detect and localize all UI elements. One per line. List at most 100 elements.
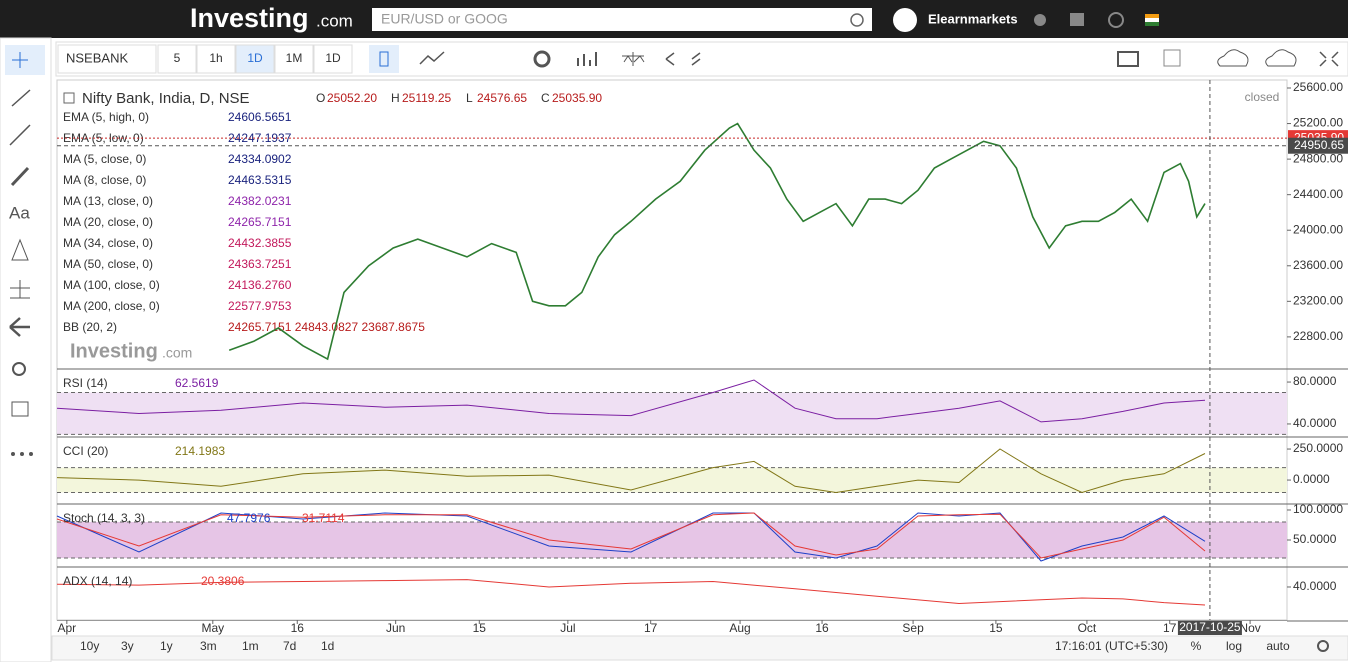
symbol-box[interactable] [57,44,157,74]
range-btn[interactable]: 1m [242,639,259,653]
user-name[interactable]: Elearnmarkets [928,11,1018,26]
undo-redo[interactable] [665,52,701,66]
indicator-name: MA (13, close, 0) [63,194,153,208]
snapshot-btn[interactable] [1117,51,1139,67]
line-style-btn[interactable] [419,51,445,65]
date-tag [1177,621,1242,635]
ruler-tool[interactable] [11,401,29,417]
series-line [56,579,1206,606]
indicator-name: MA (8, close, 0) [63,173,146,187]
series-line [228,122,1206,361]
measure-tool[interactable] [10,280,30,299]
time-axis [57,621,1287,635]
y-tick-label: 100.0000 [1293,502,1343,516]
search-box[interactable] [372,8,872,31]
range-btn[interactable]: 7d [283,639,296,653]
pane-value-2: 31.7114 [302,511,345,525]
bell-icon[interactable] [1034,14,1046,26]
logo: Investing [190,3,309,33]
ohlc-key: O [316,91,325,105]
indicator-name: BB (20, 2) [63,320,117,334]
load-btn[interactable] [1217,49,1249,67]
portfolio-icon[interactable] [1070,13,1084,26]
bottom-controls: 10y 3y 1y 3m 1m 7d 1d% log auto [80,639,1290,653]
status: closed [1245,90,1280,104]
indicator-name: EMA (5, high, 0) [63,110,149,124]
user-avatar[interactable] [893,8,917,32]
indicator-value: 24265.7151 24843.0827 23687.8675 [228,320,425,334]
more-dot[interactable] [11,452,15,456]
color-btn[interactable] [1163,49,1181,67]
indicators-btn[interactable] [577,52,597,66]
fullscreen-btn[interactable] [1319,51,1339,67]
pane-title: ADX (14, 14) [63,574,132,588]
x-tick-label: Aug [729,621,750,635]
indicator-value: 24247.1937 [228,131,292,145]
save-btn[interactable] [1265,49,1297,67]
range-btn[interactable]: 1y [160,639,173,653]
pane-value: 62.5619 [175,376,219,390]
compare-btn[interactable] [622,52,645,66]
x-tick-label: Sep [902,621,924,635]
range-btn[interactable]: 10y [80,639,99,653]
x-tick-label: 17 [644,621,658,635]
indicator-name: MA (200, close, 0) [63,299,160,313]
x-tick-label: Jul [560,621,575,635]
interval-label: 1D [325,51,341,65]
series-line [56,379,1206,423]
option-btn[interactable]: % [1191,639,1202,653]
x-tick-label: Oct [1078,621,1097,635]
pattern-tool[interactable] [11,238,29,261]
pane-title: Stoch (14, 3, 3) [63,511,145,525]
range-btn[interactable]: 3y [121,639,134,653]
more-dot[interactable] [29,452,33,456]
more-dot[interactable] [20,452,24,456]
y-tick-label: 23600.00 [1293,258,1343,272]
clock-icon[interactable] [1108,12,1124,28]
range-btn[interactable]: 1d [321,639,334,653]
indicator-value: 24265.7151 [228,215,292,229]
brush-tool[interactable] [10,166,30,187]
ohlc-value: 25119.25 [402,91,451,105]
x-tick-label: Apr [57,621,76,635]
back-tool[interactable] [9,317,30,337]
indicator-value: 24606.5651 [228,110,292,124]
option-btn[interactable]: auto [1266,639,1290,653]
pane-title: CCI (20) [63,444,108,458]
y-tick-label: 0.0000 [1293,472,1330,486]
range-btn[interactable]: 3m [200,639,217,653]
line-tool[interactable] [11,89,31,107]
collapse-btn[interactable] [63,92,75,104]
candle-icon [379,51,389,67]
search-icon[interactable] [850,13,864,27]
candle-style-btn[interactable] [369,45,399,73]
interval-btn[interactable] [196,44,236,74]
text-tool[interactable]: Aa [9,203,30,222]
interval-btn[interactable] [274,44,314,74]
indicator-value: 22577.9753 [228,299,292,313]
interval-btn[interactable] [157,44,197,74]
indicator-name: MA (50, close, 0) [63,257,153,271]
option-btn[interactable]: log [1226,639,1242,653]
ohlc-value: 25052.20 [327,91,377,105]
bottom-settings[interactable] [1317,640,1329,652]
bottom-bar [51,635,1348,661]
x-tick-label: 15 [473,621,487,635]
interval-btn[interactable] [313,44,353,74]
band [57,392,1287,435]
pane-value: 47.7976 [227,511,271,525]
indicator-value: 24363.7251 [228,257,292,271]
x-tick-label: 17 [1163,621,1177,635]
y-tick-label: 23200.00 [1293,294,1343,308]
zoom-tool[interactable] [12,362,26,376]
x-tick-label: 16 [291,621,305,635]
settings-btn[interactable] [533,50,551,68]
indicator-value: 24334.0902 [228,152,292,166]
interval-btn[interactable] [235,44,275,74]
ohlc-key: L [466,91,473,105]
flag-icon[interactable] [1145,14,1159,18]
series-line [56,512,1206,562]
indicator-name: MA (34, close, 0) [63,236,153,250]
x-tick-label: Nov [1239,621,1260,635]
fib-tool[interactable] [9,124,31,146]
